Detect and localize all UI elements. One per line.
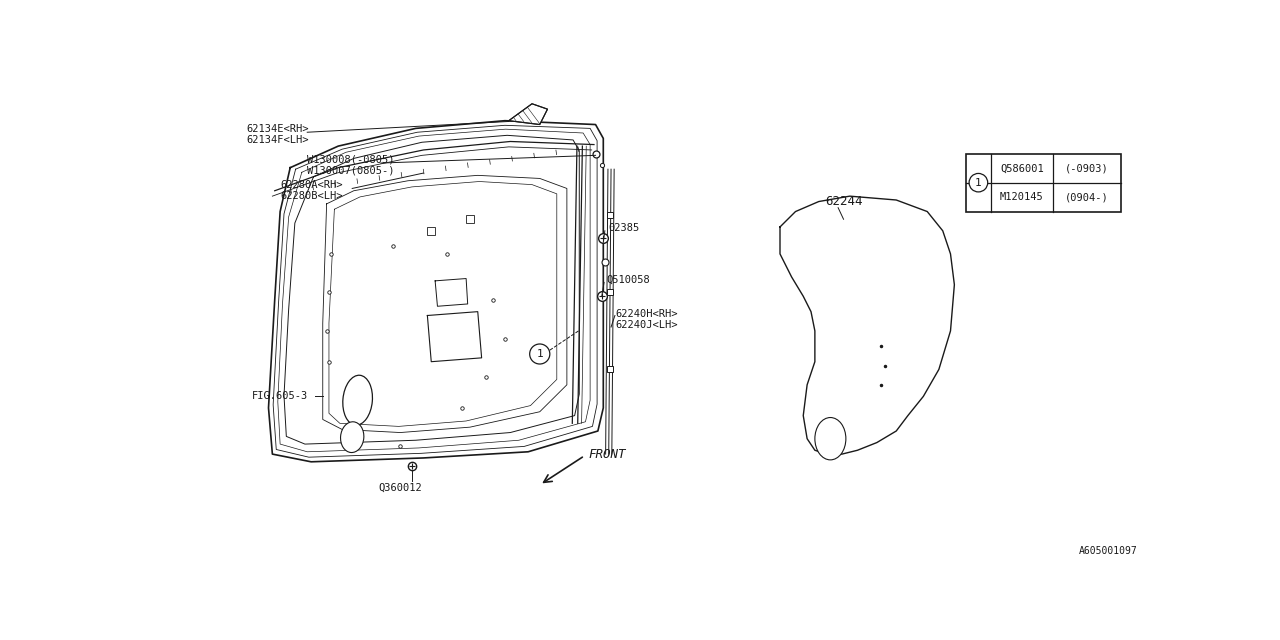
Bar	[428, 227, 435, 235]
Circle shape	[969, 173, 988, 192]
Text: Q360012: Q360012	[379, 483, 422, 493]
Ellipse shape	[815, 417, 846, 460]
Text: 62240J<LH>: 62240J<LH>	[616, 320, 678, 330]
Text: 1: 1	[975, 178, 982, 188]
Text: 62244: 62244	[824, 195, 863, 208]
Text: A605001097: A605001097	[1079, 546, 1138, 556]
Ellipse shape	[340, 422, 364, 452]
Text: 62280B<LH>: 62280B<LH>	[280, 191, 343, 201]
Text: 62134E<RH>: 62134E<RH>	[247, 124, 310, 134]
Text: 1: 1	[536, 349, 543, 359]
Bar	[466, 216, 474, 223]
Text: 62134F<LH>: 62134F<LH>	[247, 135, 310, 145]
Text: FRONT: FRONT	[589, 447, 626, 461]
Circle shape	[530, 344, 550, 364]
Bar	[966, 154, 1121, 212]
Text: (-0903): (-0903)	[1065, 163, 1108, 173]
Polygon shape	[508, 104, 548, 125]
Text: (0904-): (0904-)	[1065, 192, 1108, 202]
Text: 62240H<RH>: 62240H<RH>	[616, 309, 678, 319]
Ellipse shape	[343, 375, 372, 425]
Text: 02385: 02385	[608, 223, 639, 233]
Text: FIG.605-3: FIG.605-3	[251, 391, 307, 401]
Text: W130007(0805-): W130007(0805-)	[307, 166, 394, 176]
Text: Q586001: Q586001	[1000, 163, 1043, 173]
Text: W130008(-0805): W130008(-0805)	[307, 155, 394, 165]
Text: 62280A<RH>: 62280A<RH>	[280, 180, 343, 190]
Text: M120145: M120145	[1000, 192, 1043, 202]
Text: Q510058: Q510058	[607, 275, 650, 285]
